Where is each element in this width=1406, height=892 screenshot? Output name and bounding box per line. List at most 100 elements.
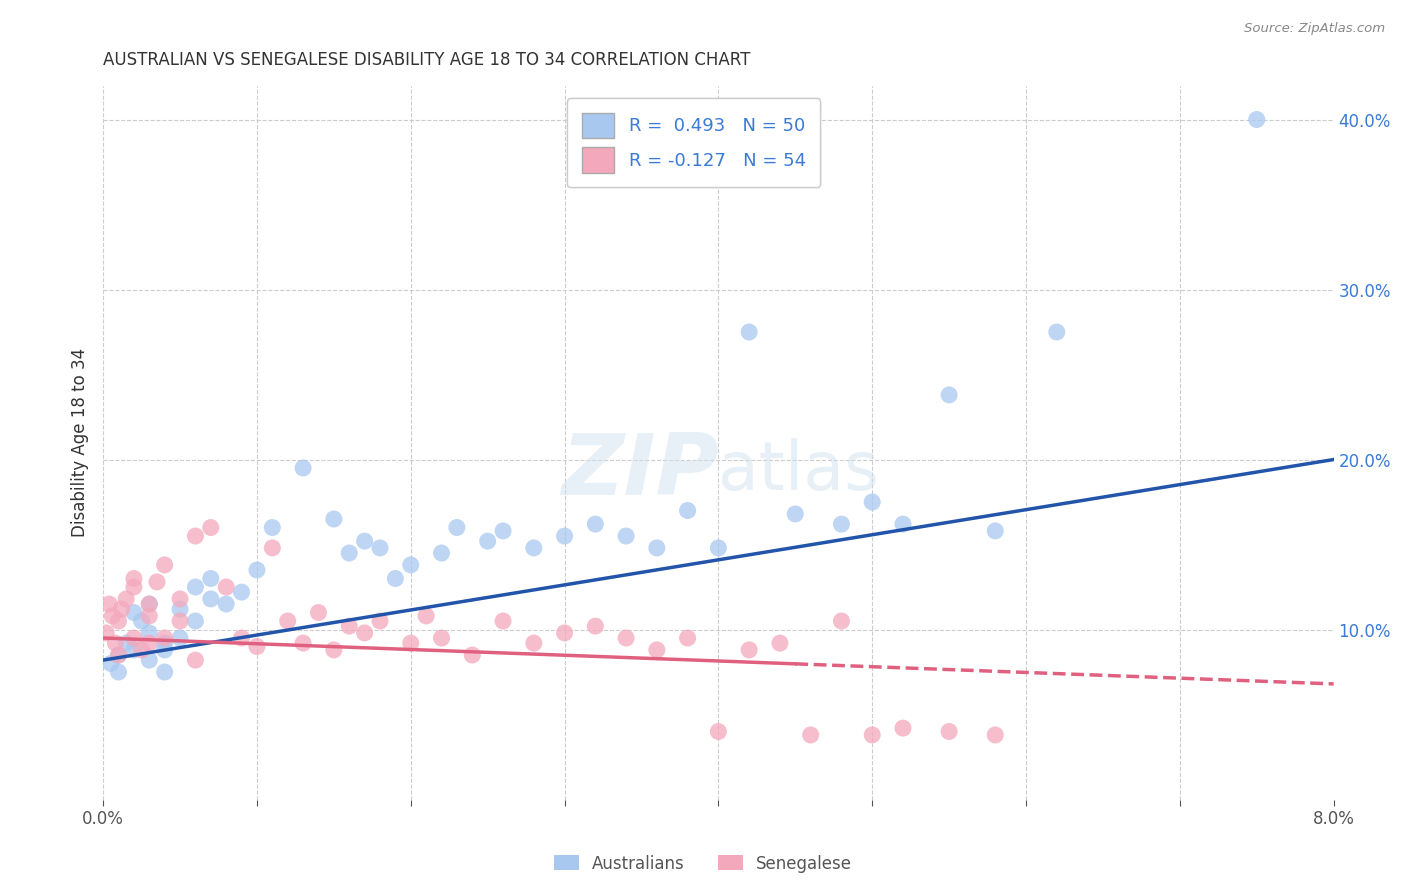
Point	[107, 648, 129, 662]
Point	[430, 631, 453, 645]
Point	[891, 517, 914, 532]
Point	[477, 534, 499, 549]
Point	[984, 524, 1007, 538]
Point	[292, 461, 315, 475]
Point	[115, 591, 138, 606]
Point	[368, 541, 391, 555]
Point	[645, 643, 668, 657]
Point	[122, 606, 145, 620]
Point	[415, 608, 437, 623]
Point	[153, 643, 176, 657]
Point	[337, 619, 360, 633]
Text: atlas: atlas	[718, 438, 879, 504]
Point	[138, 608, 160, 623]
Point	[153, 558, 176, 572]
Point	[107, 648, 129, 662]
Point	[138, 636, 160, 650]
Point	[614, 529, 637, 543]
Point	[384, 572, 406, 586]
Point	[984, 728, 1007, 742]
Point	[131, 643, 153, 657]
Point	[860, 495, 883, 509]
Point	[523, 636, 546, 650]
Point	[169, 602, 191, 616]
Point	[337, 546, 360, 560]
Point	[738, 643, 761, 657]
Point	[215, 597, 238, 611]
Point	[184, 580, 207, 594]
Point	[461, 648, 484, 662]
Y-axis label: Disability Age 18 to 34: Disability Age 18 to 34	[72, 348, 89, 537]
Point	[169, 614, 191, 628]
Point	[231, 585, 253, 599]
Text: AUSTRALIAN VS SENEGALESE DISABILITY AGE 18 TO 34 CORRELATION CHART: AUSTRALIAN VS SENEGALESE DISABILITY AGE …	[103, 51, 751, 69]
Legend: R =  0.493   N = 50, R = -0.127   N = 54: R = 0.493 N = 50, R = -0.127 N = 54	[567, 98, 820, 187]
Point	[215, 580, 238, 594]
Point	[200, 520, 222, 534]
Point	[101, 608, 124, 623]
Point	[153, 665, 176, 679]
Point	[96, 626, 118, 640]
Text: Source: ZipAtlas.com: Source: ZipAtlas.com	[1244, 22, 1385, 36]
Point	[554, 529, 576, 543]
Point	[583, 619, 606, 633]
Point	[769, 636, 792, 650]
Point	[707, 541, 730, 555]
Point	[115, 636, 138, 650]
Point	[98, 597, 121, 611]
Point	[1046, 325, 1069, 339]
Point	[138, 626, 160, 640]
Point	[430, 546, 453, 560]
Point	[262, 541, 284, 555]
Text: ZIP: ZIP	[561, 430, 718, 513]
Point	[184, 529, 207, 543]
Point	[353, 534, 375, 549]
Point	[107, 665, 129, 679]
Point	[138, 597, 160, 611]
Legend: Australians, Senegalese: Australians, Senegalese	[547, 848, 859, 880]
Point	[100, 657, 122, 671]
Point	[492, 524, 515, 538]
Point	[830, 614, 852, 628]
Point	[676, 503, 699, 517]
Point	[446, 520, 468, 534]
Point	[122, 643, 145, 657]
Point	[107, 614, 129, 628]
Point	[523, 541, 546, 555]
Point	[184, 653, 207, 667]
Point	[322, 512, 344, 526]
Point	[138, 653, 160, 667]
Point	[262, 520, 284, 534]
Point	[938, 724, 960, 739]
Point	[169, 631, 191, 645]
Point	[200, 572, 222, 586]
Point	[1246, 112, 1268, 127]
Point	[153, 636, 176, 650]
Point	[122, 631, 145, 645]
Point	[146, 574, 169, 589]
Point	[308, 606, 330, 620]
Point	[322, 643, 344, 657]
Point	[614, 631, 637, 645]
Point	[110, 602, 132, 616]
Point	[738, 325, 761, 339]
Point	[231, 631, 253, 645]
Point	[399, 558, 422, 572]
Point	[138, 597, 160, 611]
Point	[184, 614, 207, 628]
Point	[131, 614, 153, 628]
Point	[246, 640, 269, 654]
Point	[292, 636, 315, 650]
Point	[104, 636, 127, 650]
Point	[891, 721, 914, 735]
Point	[353, 626, 375, 640]
Point	[707, 724, 730, 739]
Point	[938, 388, 960, 402]
Point	[169, 591, 191, 606]
Point	[785, 507, 807, 521]
Point	[122, 580, 145, 594]
Point	[830, 517, 852, 532]
Point	[583, 517, 606, 532]
Point	[492, 614, 515, 628]
Point	[153, 631, 176, 645]
